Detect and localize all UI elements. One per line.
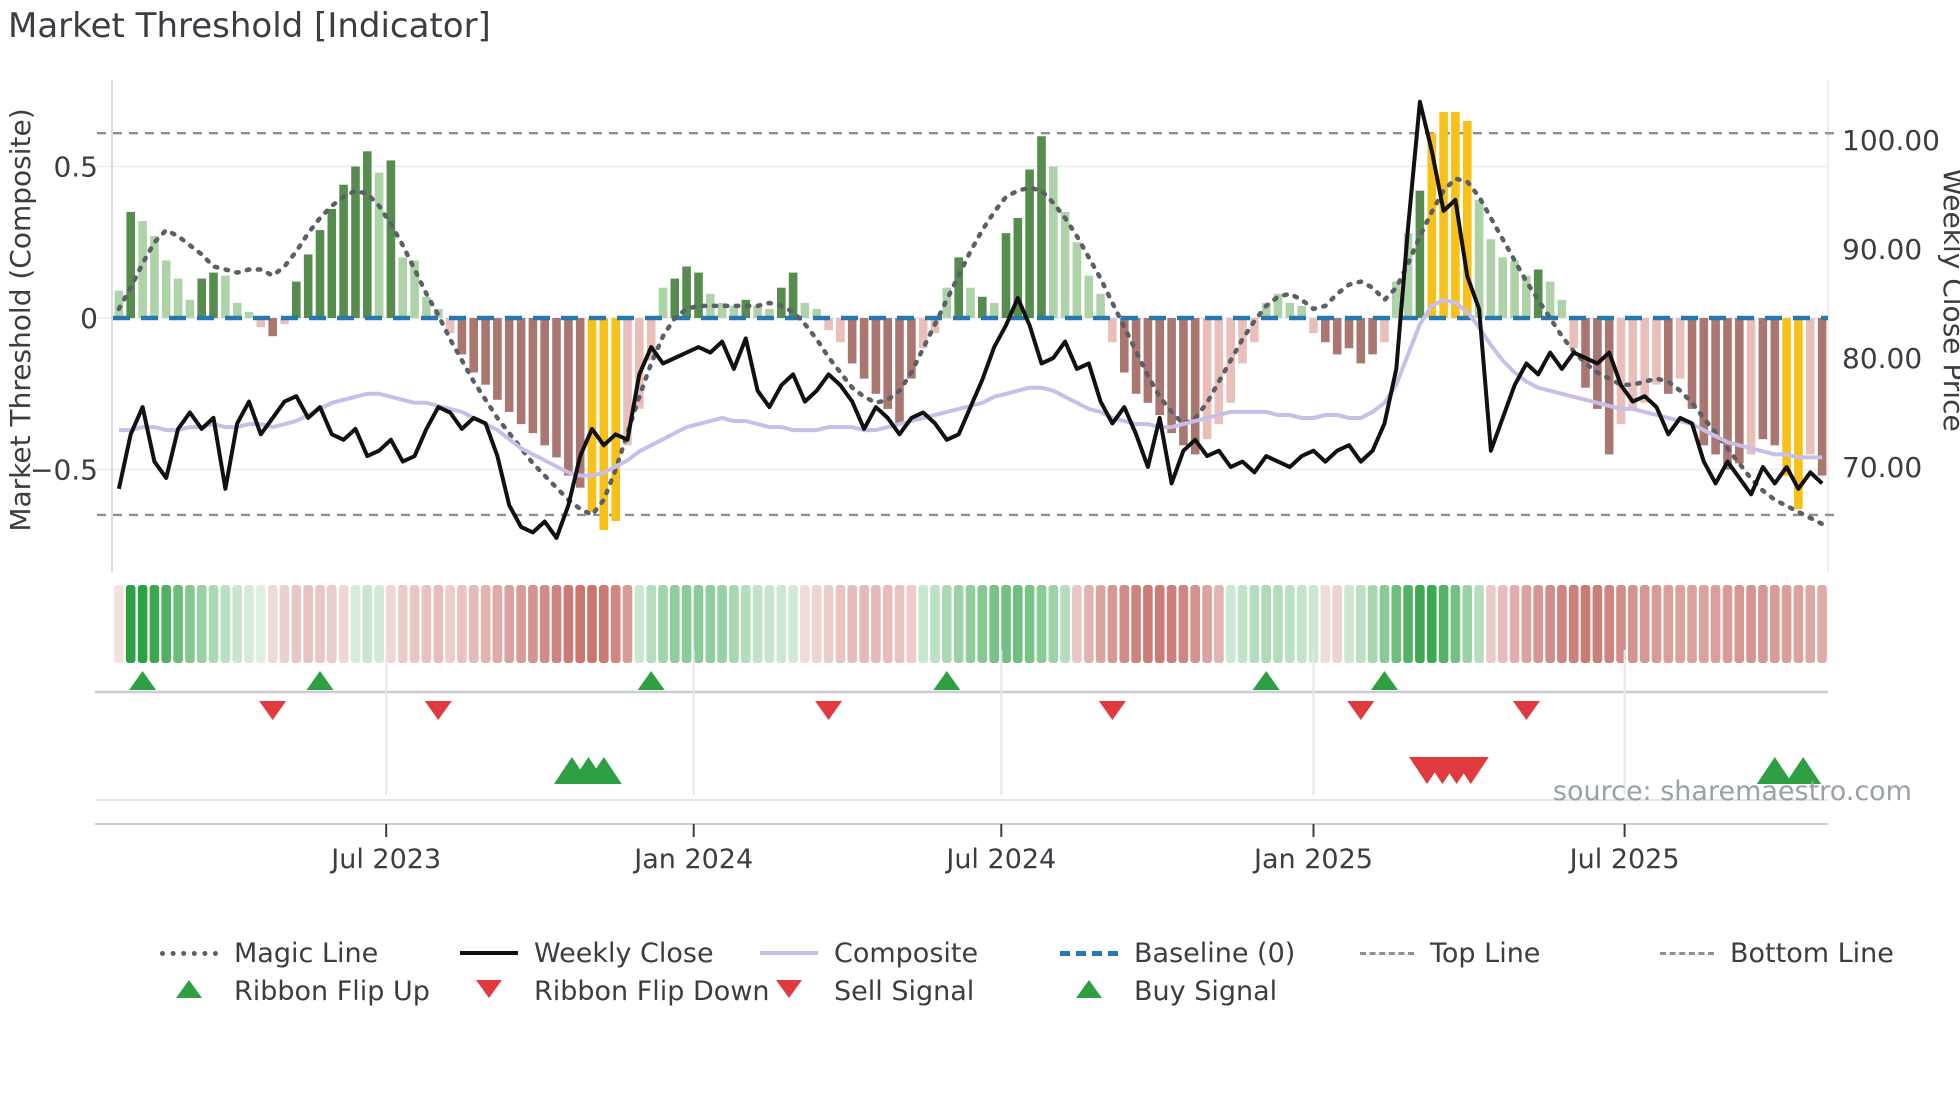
legend-item-composite: Composite — [760, 935, 978, 971]
legend-item-sell-signal: Sell Signal — [760, 973, 974, 1009]
legend-item-bottom-line: Bottom Line — [1660, 935, 1894, 971]
bottom-line-swatch-icon — [1660, 951, 1714, 955]
buy-signal-triangle-icon — [1076, 980, 1102, 998]
legend-label: Baseline (0) — [1134, 937, 1296, 969]
composite-swatch-icon — [760, 951, 818, 955]
svg-text:Jul 2024: Jul 2024 — [944, 844, 1056, 875]
legend-label: Buy Signal — [1134, 975, 1278, 1007]
legend-item-baseline: Baseline (0) — [1060, 935, 1295, 971]
ribbon-flip-up-markers — [129, 671, 1398, 690]
svg-text:90.00: 90.00 — [1842, 233, 1922, 266]
svg-text:Jul 2023: Jul 2023 — [329, 844, 441, 875]
weekly-close-line — [116, 99, 1824, 540]
flip-down-triangle-icon — [476, 980, 502, 998]
legend-label: Bottom Line — [1730, 937, 1894, 969]
top-line-swatch-icon — [1360, 951, 1414, 955]
baseline-swatch-icon — [1060, 950, 1118, 956]
legend-item-weekly-close: Weekly Close — [460, 935, 714, 971]
left-axis-label: Market Threshold (Composite) — [4, 108, 37, 531]
x-axis-ticks: Jul 2023 Jan 2024 Jul 2024 Jan 2025 Jul 2025 — [329, 824, 1680, 875]
composite-line — [118, 297, 1823, 478]
left-axis-ticks: 0.5 0 −0.5 — [30, 151, 98, 487]
sell-signal-markers — [1409, 757, 1489, 784]
legend-label: Weekly Close — [534, 937, 714, 969]
legend-item-magic-line: Magic Line — [160, 935, 378, 971]
legend-label: Sell Signal — [834, 975, 975, 1007]
svg-text:−0.5: −0.5 — [30, 454, 98, 487]
legend-item-ribbon-flip-up: Ribbon Flip Up — [160, 973, 430, 1009]
svg-text:80.00: 80.00 — [1842, 342, 1922, 375]
magic-line-swatch-icon — [160, 950, 218, 956]
weekly-close-swatch-icon — [460, 951, 518, 955]
source-credit: source: sharemaestro.com — [1552, 776, 1912, 807]
right-axis-ticks: 100.00 90.00 80.00 70.00 — [1842, 124, 1940, 484]
flip-up-triangle-icon — [176, 980, 202, 998]
right-axis-label: Weekly Close Price — [1937, 168, 1960, 431]
ribbon-flip-down-markers — [259, 701, 1540, 720]
page-title: Market Threshold [Indicator] — [8, 6, 491, 46]
svg-text:Jan 2024: Jan 2024 — [632, 844, 753, 875]
legend-label: Top Line — [1430, 937, 1541, 969]
panel-gridlines — [385, 650, 1626, 795]
legend-label: Magic Line — [234, 937, 379, 969]
sell-signal-triangle-icon — [776, 980, 802, 998]
svg-text:Jul 2025: Jul 2025 — [1568, 844, 1680, 875]
svg-text:0: 0 — [80, 302, 98, 335]
ribbon-strip — [114, 585, 1827, 663]
legend-label: Composite — [834, 937, 979, 969]
svg-text:0.5: 0.5 — [53, 151, 98, 184]
magic-line — [116, 176, 1825, 527]
legend-item-ribbon-flip-down: Ribbon Flip Down — [460, 973, 770, 1009]
buy-signal-markers — [553, 757, 1822, 784]
svg-text:70.00: 70.00 — [1842, 451, 1922, 484]
svg-text:Jan 2025: Jan 2025 — [1252, 844, 1373, 875]
legend-item-buy-signal: Buy Signal — [1060, 973, 1277, 1009]
legend-label: Ribbon Flip Up — [234, 975, 430, 1007]
svg-text:100.00: 100.00 — [1842, 124, 1940, 157]
legend-item-top-line: Top Line — [1360, 935, 1540, 971]
legend-label: Ribbon Flip Down — [534, 975, 770, 1007]
threshold-bars — [114, 112, 1827, 531]
